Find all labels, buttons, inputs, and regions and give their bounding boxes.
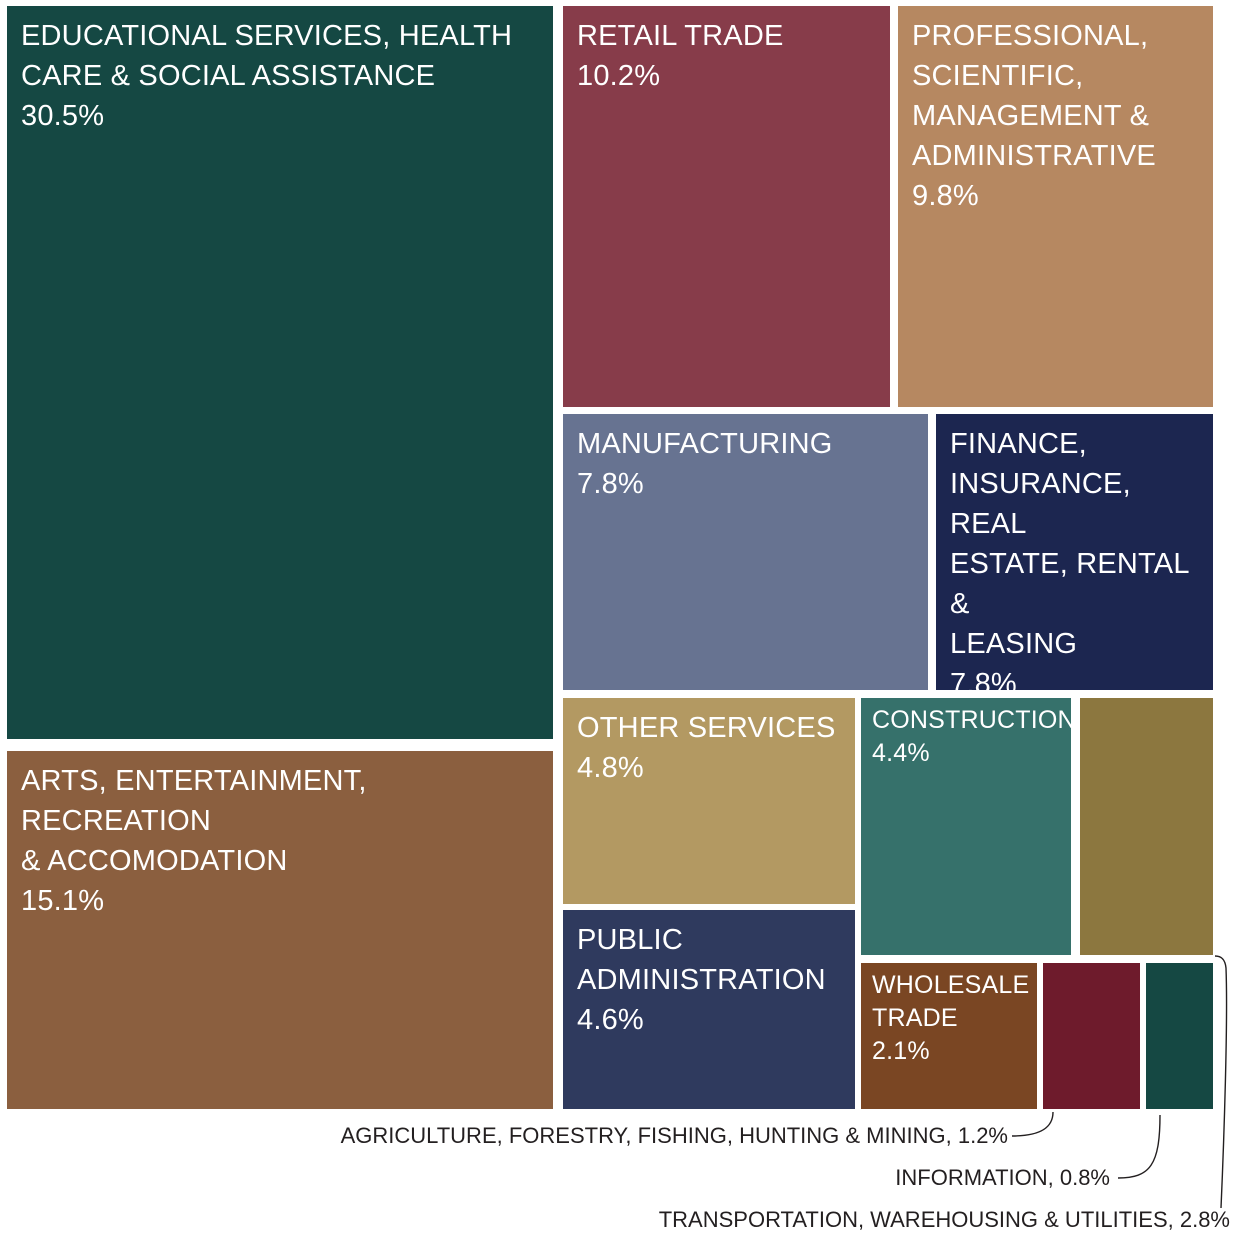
tile-name: FINANCE, INSURANCE, REAL ESTATE, RENTAL … <box>950 428 1189 660</box>
leader-agriculture <box>1011 1111 1054 1137</box>
tile-label: MANUFACTURING 7.8% <box>577 424 918 504</box>
tile-name: EDUCATIONAL SERVICES, HEALTH CARE & SOCI… <box>21 20 513 92</box>
tile-percent: 7.8% <box>577 468 644 500</box>
tile-percent: 4.6% <box>577 1004 644 1036</box>
tile-retail-trade: RETAIL TRADE 10.2% <box>563 6 890 407</box>
tile-name: RETAIL TRADE <box>577 20 784 52</box>
leader-information <box>1117 1114 1161 1179</box>
tile-percent: 15.1% <box>21 885 105 917</box>
tile-transportation-warehousing <box>1080 698 1213 955</box>
tile-arts-entertainment: ARTS, ENTERTAINMENT, RECREATION & ACCOMO… <box>7 751 553 1109</box>
tile-label: PUBLIC ADMINISTRATION 4.6% <box>577 920 845 1040</box>
tile-agriculture-mining <box>1043 963 1140 1109</box>
tile-name: CONSTRUCTION <box>872 706 1076 734</box>
tile-name: WHOLESALE TRADE <box>872 971 1030 1032</box>
tile-public-administration: PUBLIC ADMINISTRATION 4.6% <box>563 910 855 1109</box>
tile-percent: 7.8% <box>950 668 1017 700</box>
tile-percent: 2.1% <box>872 1037 930 1065</box>
tile-manufacturing: MANUFACTURING 7.8% <box>563 414 928 690</box>
tile-label: ARTS, ENTERTAINMENT, RECREATION & ACCOMO… <box>21 761 543 921</box>
tile-other-services: OTHER SERVICES 4.8% <box>563 698 855 904</box>
tile-label: CONSTRUCTION 4.4% <box>872 704 1076 770</box>
tile-label: OTHER SERVICES 4.8% <box>577 708 845 788</box>
tile-label: EDUCATIONAL SERVICES, HEALTH CARE & SOCI… <box>21 16 543 136</box>
tile-construction: CONSTRUCTION 4.4% <box>861 698 1076 955</box>
tile-label: WHOLESALE TRADE 2.1% <box>872 969 1030 1068</box>
callout-information: INFORMATION, 0.8% <box>895 1165 1110 1190</box>
tile-label: RETAIL TRADE 10.2% <box>577 16 880 96</box>
tile-percent: 4.4% <box>872 739 930 767</box>
tile-information <box>1146 963 1213 1109</box>
tile-percent: 9.8% <box>912 180 979 212</box>
tile-name: ARTS, ENTERTAINMENT, RECREATION & ACCOMO… <box>21 765 367 877</box>
tile-name: OTHER SERVICES <box>577 712 836 744</box>
tile-professional-scientific: PROFESSIONAL, SCIENTIFIC, MANAGEMENT & A… <box>898 6 1213 407</box>
tile-label: PROFESSIONAL, SCIENTIFIC, MANAGEMENT & A… <box>912 16 1203 216</box>
tile-finance-insurance: FINANCE, INSURANCE, REAL ESTATE, RENTAL … <box>936 414 1213 700</box>
tile-label: FINANCE, INSURANCE, REAL ESTATE, RENTAL … <box>950 424 1203 704</box>
callout-agriculture: AGRICULTURE, FORESTRY, FISHING, HUNTING … <box>340 1123 1008 1148</box>
tile-name: PUBLIC ADMINISTRATION <box>577 924 826 996</box>
tile-name: PROFESSIONAL, SCIENTIFIC, MANAGEMENT & A… <box>912 20 1156 172</box>
tile-percent: 30.5% <box>21 100 105 132</box>
tile-name: MANUFACTURING <box>577 428 833 460</box>
callout-transportation: TRANSPORTATION, WAREHOUSING & UTILITIES,… <box>658 1207 1230 1232</box>
tile-educational-services: EDUCATIONAL SERVICES, HEALTH CARE & SOCI… <box>7 6 553 739</box>
tile-wholesale-trade: WHOLESALE TRADE 2.1% <box>861 963 1037 1109</box>
tile-percent: 10.2% <box>577 60 661 92</box>
leader-transportation <box>1214 955 1228 1209</box>
tile-percent: 4.8% <box>577 752 644 784</box>
